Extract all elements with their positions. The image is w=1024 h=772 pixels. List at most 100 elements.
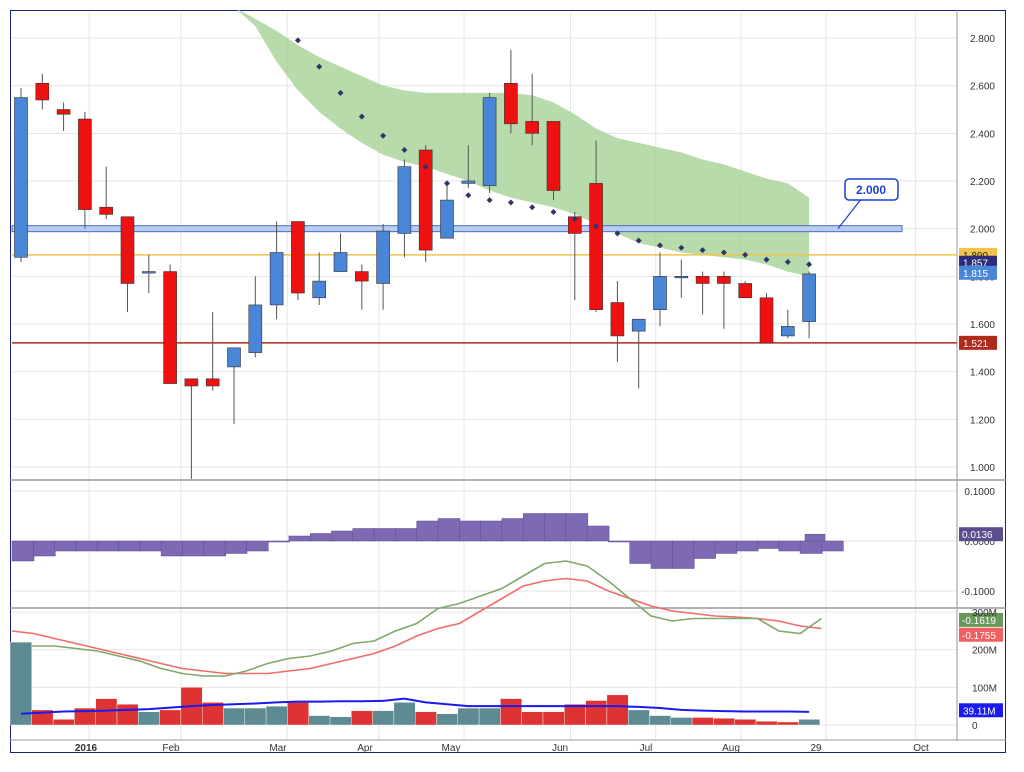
sar-point	[742, 251, 749, 258]
candle	[120, 216, 135, 284]
sar-point	[571, 216, 578, 223]
volume-bar	[351, 710, 373, 726]
volume-bar	[670, 717, 693, 726]
x-tick-label: Apr	[357, 743, 373, 753]
volume-bar	[478, 707, 501, 726]
macd-histogram-bar	[246, 540, 269, 552]
macd-histogram-bar	[586, 525, 610, 542]
sar-point	[550, 208, 557, 215]
macd-histogram-bar	[629, 540, 652, 564]
x-tick-label: 29	[810, 743, 822, 753]
sar-point	[380, 132, 387, 139]
macd-histogram-bar	[267, 540, 290, 543]
x-tick-label: Mar	[269, 743, 287, 753]
macd-histogram-bar	[565, 513, 589, 542]
y-tick-label: 2.600	[970, 82, 995, 93]
volume-bar	[244, 707, 267, 726]
y-tick-label: 2.000	[970, 225, 995, 236]
last-price-badge-label: 1.857	[963, 259, 988, 270]
candle	[248, 304, 263, 353]
macd-histogram-bar	[224, 540, 248, 554]
hist-badge	[959, 527, 1003, 542]
sar-point	[422, 163, 429, 170]
sar-point	[678, 244, 685, 251]
alert-box	[844, 178, 899, 201]
sar-point	[806, 261, 813, 268]
volume-bar	[734, 719, 757, 726]
sar-point	[444, 180, 450, 187]
sar-point	[465, 192, 472, 199]
macd-histogram-bar	[96, 540, 120, 552]
macd-histogram-bar	[544, 513, 567, 542]
macd-histogram-bar	[778, 540, 802, 552]
volume-bar	[436, 713, 458, 726]
macd-histogram-bar	[437, 518, 461, 542]
candle	[163, 271, 177, 384]
candle	[56, 109, 71, 115]
candle	[418, 149, 433, 251]
candle	[376, 230, 390, 284]
volume-badge-label: 39.11M	[963, 706, 996, 717]
sar-point	[486, 197, 493, 204]
close-price-badge-label: 1.815	[963, 269, 988, 280]
y-tick-label: 1.200	[970, 415, 995, 426]
volume-bar	[10, 641, 32, 726]
volume-badge	[959, 703, 1003, 718]
macd-y-tick-label: -0.1000	[961, 587, 995, 598]
support-badge-label: 1.521	[963, 339, 988, 350]
volume-bar	[329, 716, 352, 726]
macd-histogram-bar	[182, 540, 205, 557]
candle	[269, 252, 284, 306]
volume-bar	[585, 700, 608, 726]
volume-bar	[649, 715, 671, 726]
sar-point	[657, 242, 663, 249]
macd-histogram-bar	[118, 540, 141, 552]
candle	[440, 199, 454, 239]
macd-histogram-bar	[288, 535, 312, 542]
candle	[184, 378, 199, 387]
volume-bar	[159, 709, 182, 726]
macd-histogram-bar	[804, 533, 826, 542]
y-tick-label: 1.400	[970, 368, 995, 379]
candle	[653, 276, 667, 311]
x-tick-label: Jun	[552, 743, 568, 753]
volume-bar	[691, 717, 714, 726]
candle	[333, 252, 348, 272]
candle	[738, 283, 753, 299]
macd-histogram-bar	[522, 513, 546, 542]
x-tick-label: Jul	[640, 743, 653, 753]
sar-point	[529, 204, 536, 211]
macd-histogram-bar	[395, 528, 418, 542]
sar-point	[784, 259, 791, 266]
volume-bar	[138, 711, 160, 726]
sar-point	[699, 247, 706, 254]
macd-histogram-bar	[75, 540, 99, 552]
macd-histogram-bar	[799, 540, 823, 554]
volume-bar	[223, 707, 245, 726]
macd-histogram-bar	[821, 540, 844, 552]
stock-chart[interactable]: 2.0002.8002.6002.4002.2002.0001.8001.600…	[9, 7, 1007, 754]
y-tick-label: 1.600	[970, 320, 995, 331]
macd-histogram-bar	[331, 530, 354, 542]
y-tick-label: 1.000	[970, 463, 995, 474]
macd-histogram-bar	[480, 520, 503, 542]
volume-y-tick-label: 200M	[972, 646, 997, 657]
candle	[589, 183, 603, 310]
support-badge	[959, 335, 997, 350]
candle	[291, 221, 305, 294]
sar-point	[614, 230, 621, 237]
sar-point	[401, 147, 408, 154]
x-tick-label: Feb	[162, 743, 180, 753]
candle	[205, 378, 220, 387]
candle	[312, 280, 327, 299]
candle	[99, 206, 113, 215]
volume-moving-average	[20, 697, 810, 715]
candle	[482, 97, 497, 187]
macd-histogram-bar	[714, 540, 738, 554]
sar-point	[720, 249, 727, 256]
volume-bar	[798, 719, 821, 726]
x-tick-label: May	[442, 743, 461, 753]
sar-point	[294, 37, 301, 44]
y-tick-label: 2.800	[970, 34, 995, 45]
macd-badge	[959, 612, 1003, 627]
